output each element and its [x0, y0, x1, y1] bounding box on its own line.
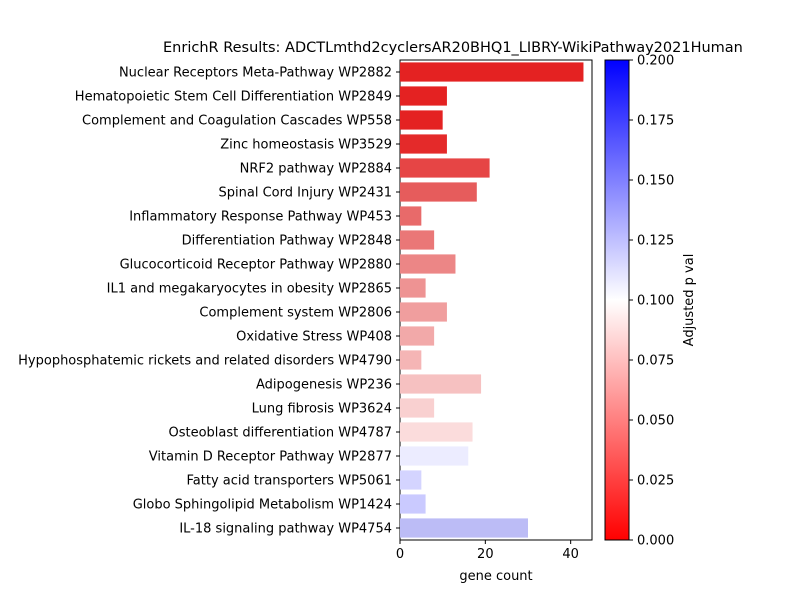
- plot-area: Nuclear Receptors Meta-Pathway WP2882 Hem…: [18, 59, 593, 562]
- colorbar-tick-label: 0.025: [637, 474, 674, 489]
- y-tick-label: Oxidative Stress WP408: [236, 330, 392, 345]
- bar: [400, 110, 443, 130]
- x-tick-label: 0: [396, 547, 404, 562]
- y-tick-label: Zinc homeostasis WP3529: [220, 138, 392, 153]
- bar: [400, 182, 477, 202]
- bar: [400, 398, 435, 418]
- colorbar-gradient: [604, 59, 630, 541]
- bar: [400, 62, 584, 82]
- y-tick-label: IL-18 signaling pathway WP4754: [179, 522, 392, 537]
- bar: [400, 446, 469, 466]
- colorbar-ticks: 0.000 0.025 0.050 0.075 0.100 0.125 0.150 0.175…: [629, 54, 674, 549]
- colorbar-tick-label: 0.175: [637, 114, 674, 129]
- x-tick-label: 20: [477, 547, 494, 562]
- bar: [400, 494, 426, 514]
- y-tick-label: Vitamin D Receptor Pathway WP2877: [149, 450, 392, 465]
- y-tick-label: Inflammatory Response Pathway WP453: [129, 210, 392, 225]
- y-tick-label: Fatty acid transporters WP5061: [187, 474, 392, 489]
- colorbar: 0.000 0.025 0.050 0.075 0.100 0.125 0.150 0.175…: [604, 54, 697, 549]
- bar: [400, 470, 422, 490]
- y-tick-label: Lung fibrosis WP3624: [252, 402, 392, 417]
- y-tick-label: Complement system WP2806: [199, 306, 392, 321]
- bar: [400, 278, 426, 298]
- x-axis-label: gene count: [459, 569, 532, 584]
- colorbar-tick-label: 0.125: [637, 234, 674, 249]
- bar: [400, 374, 482, 394]
- bar: [400, 86, 447, 106]
- y-tick-label: Hypophosphatemic rickets and related dis…: [18, 354, 392, 369]
- y-tick-label: Differentiation Pathway WP2848: [182, 234, 392, 249]
- y-tick-label: Spinal Cord Injury WP2431: [219, 186, 392, 201]
- bars-group: [400, 62, 584, 538]
- bar: [400, 350, 422, 370]
- bar: [400, 518, 528, 538]
- bar: [400, 254, 456, 274]
- chart-title: EnrichR Results: ADCTLmthd2cyclersAR20BH…: [163, 40, 743, 56]
- y-tick-labels: Nuclear Receptors Meta-Pathway WP2882 Hem…: [18, 66, 400, 537]
- bar: [400, 302, 447, 322]
- bar: [400, 326, 435, 346]
- y-tick-label: Complement and Coagulation Cascades WP55…: [82, 114, 392, 129]
- bar: [400, 158, 490, 178]
- bar: [400, 134, 447, 154]
- colorbar-tick-label: 0.075: [637, 354, 674, 369]
- y-tick-label: Globo Sphingolipid Metabolism WP1424: [133, 498, 392, 513]
- colorbar-tick-label: 0.000: [637, 534, 674, 549]
- y-tick-label: Osteoblast differentiation WP4787: [169, 426, 393, 441]
- y-tick-label: Adipogenesis WP236: [256, 378, 392, 393]
- x-tick-label: 40: [562, 547, 579, 562]
- y-tick-label: Hematopoietic Stem Cell Differentiation …: [75, 90, 392, 105]
- colorbar-tick-label: 0.150: [637, 174, 674, 189]
- bar: [400, 422, 473, 442]
- colorbar-tick-label: 0.100: [637, 294, 674, 309]
- y-tick-label: Nuclear Receptors Meta-Pathway WP2882: [119, 66, 392, 81]
- bar: [400, 206, 422, 226]
- colorbar-tick-label: 0.200: [637, 54, 674, 69]
- colorbar-label: Adjusted p val: [682, 254, 697, 347]
- bar: [400, 230, 435, 250]
- y-tick-label: IL1 and megakaryocytes in obesity WP2865: [107, 282, 392, 297]
- x-ticks: 0 20 40: [396, 540, 579, 562]
- y-tick-label: NRF2 pathway WP2884: [240, 162, 392, 177]
- y-tick-label: Glucocorticoid Receptor Pathway WP2880: [120, 258, 392, 273]
- colorbar-tick-label: 0.050: [637, 414, 674, 429]
- plot-frame: [399, 59, 593, 541]
